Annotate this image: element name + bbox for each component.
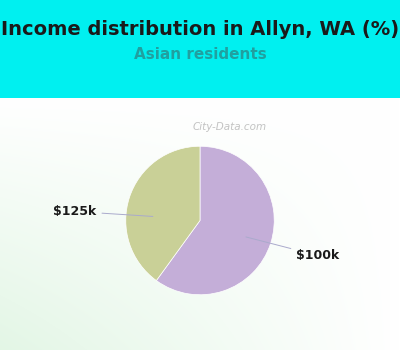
Wedge shape	[126, 146, 200, 281]
Text: Asian residents: Asian residents	[134, 47, 266, 62]
Text: Income distribution in Allyn, WA (%): Income distribution in Allyn, WA (%)	[1, 20, 399, 39]
Text: City-Data.com: City-Data.com	[192, 122, 266, 132]
Text: $125k: $125k	[53, 205, 153, 218]
Text: $100k: $100k	[246, 237, 340, 262]
Wedge shape	[156, 146, 274, 295]
